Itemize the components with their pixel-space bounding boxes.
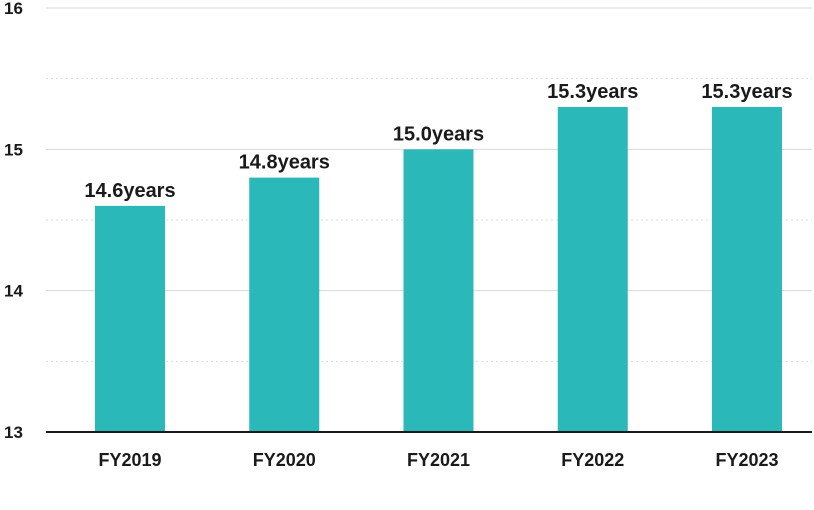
data-labels: 14.6years 14.8years 15.0years 15.3years 15.3… [84, 81, 792, 202]
x-category-label: FY2019 [98, 450, 161, 470]
data-label: 14.8years [239, 152, 330, 174]
x-category-label: FY2020 [253, 450, 316, 470]
bar-fy2022 [557, 106, 628, 432]
data-label: 15.0years [393, 123, 484, 145]
x-category-label: FY2023 [715, 450, 778, 470]
x-category-label: FY2022 [561, 450, 624, 470]
y-tick-label: 13 [4, 423, 23, 442]
data-label: 15.3years [547, 81, 638, 103]
y-tick-label: 16 [4, 0, 23, 18]
bar-fy2021 [403, 149, 474, 433]
y-tick-label: 14 [4, 282, 23, 301]
bars [95, 106, 782, 433]
data-label: 15.3years [701, 81, 792, 103]
data-label: 14.6years [84, 180, 175, 202]
bar-fy2019 [95, 205, 165, 432]
y-axis-tick-labels: 13 14 15 16 [4, 0, 23, 442]
x-axis-category-labels: FY2019 FY2020 FY2021 FY2022 FY2023 [98, 450, 778, 470]
x-category-label: FY2021 [407, 450, 470, 470]
y-tick-label: 15 [4, 140, 23, 159]
bar-fy2023 [712, 106, 782, 432]
bar-fy2020 [249, 177, 320, 432]
